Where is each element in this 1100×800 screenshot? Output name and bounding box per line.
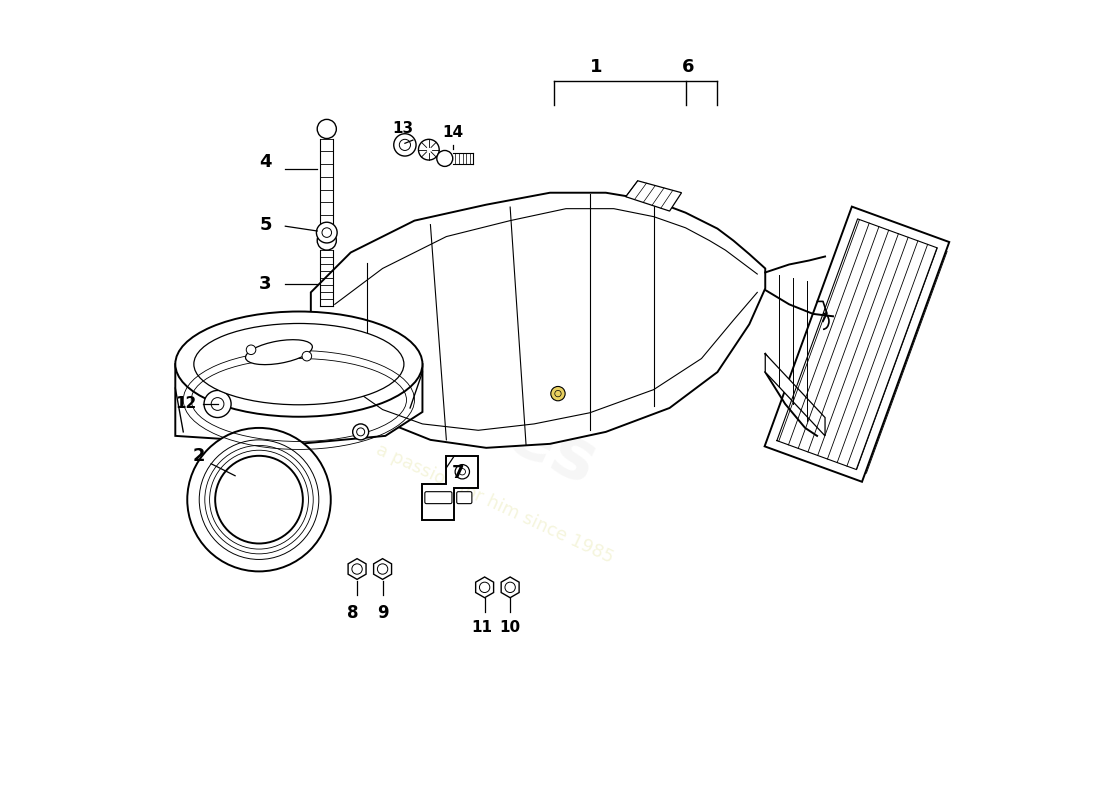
Polygon shape (766, 354, 825, 436)
Text: 8: 8 (348, 604, 359, 622)
Circle shape (199, 440, 319, 559)
Polygon shape (175, 364, 422, 444)
Text: 1: 1 (590, 58, 603, 76)
Text: 4: 4 (260, 154, 272, 171)
Polygon shape (374, 558, 392, 579)
Ellipse shape (175, 311, 422, 417)
Circle shape (455, 465, 470, 479)
Text: 9: 9 (377, 604, 388, 622)
Text: 6: 6 (682, 58, 694, 76)
Text: 7: 7 (452, 464, 464, 482)
Polygon shape (422, 456, 478, 519)
Text: 13: 13 (392, 122, 414, 137)
Circle shape (554, 390, 561, 397)
Circle shape (394, 134, 416, 156)
Circle shape (246, 345, 256, 354)
Circle shape (399, 139, 410, 150)
Polygon shape (311, 193, 766, 448)
Text: 11: 11 (472, 620, 493, 634)
Circle shape (210, 450, 308, 549)
Circle shape (317, 231, 337, 250)
Circle shape (216, 456, 302, 543)
FancyBboxPatch shape (456, 492, 472, 504)
Circle shape (505, 582, 515, 593)
Ellipse shape (245, 340, 312, 365)
Ellipse shape (194, 323, 404, 405)
Circle shape (353, 424, 369, 440)
Polygon shape (502, 577, 519, 598)
Circle shape (377, 564, 388, 574)
Text: 3: 3 (260, 275, 272, 294)
FancyBboxPatch shape (425, 492, 452, 504)
Circle shape (480, 582, 490, 593)
Text: elforces: elforces (284, 300, 608, 500)
Circle shape (356, 428, 364, 436)
Circle shape (317, 119, 337, 138)
Circle shape (205, 446, 314, 554)
Text: 10: 10 (499, 620, 520, 634)
Polygon shape (475, 577, 494, 598)
Circle shape (322, 228, 331, 238)
Text: 14: 14 (442, 126, 463, 141)
Circle shape (418, 139, 439, 160)
Circle shape (437, 150, 453, 166)
Circle shape (187, 428, 331, 571)
Polygon shape (626, 181, 682, 211)
Circle shape (352, 564, 362, 574)
Text: a passion for him since 1985: a passion for him since 1985 (373, 441, 616, 566)
Circle shape (302, 351, 311, 361)
Circle shape (211, 398, 224, 410)
Text: 2: 2 (192, 447, 206, 465)
Circle shape (317, 222, 337, 243)
Text: 5: 5 (260, 216, 272, 234)
Circle shape (204, 390, 231, 418)
Text: 12: 12 (175, 397, 196, 411)
Polygon shape (348, 558, 366, 579)
Circle shape (459, 469, 465, 475)
Circle shape (551, 386, 565, 401)
Polygon shape (764, 206, 949, 482)
